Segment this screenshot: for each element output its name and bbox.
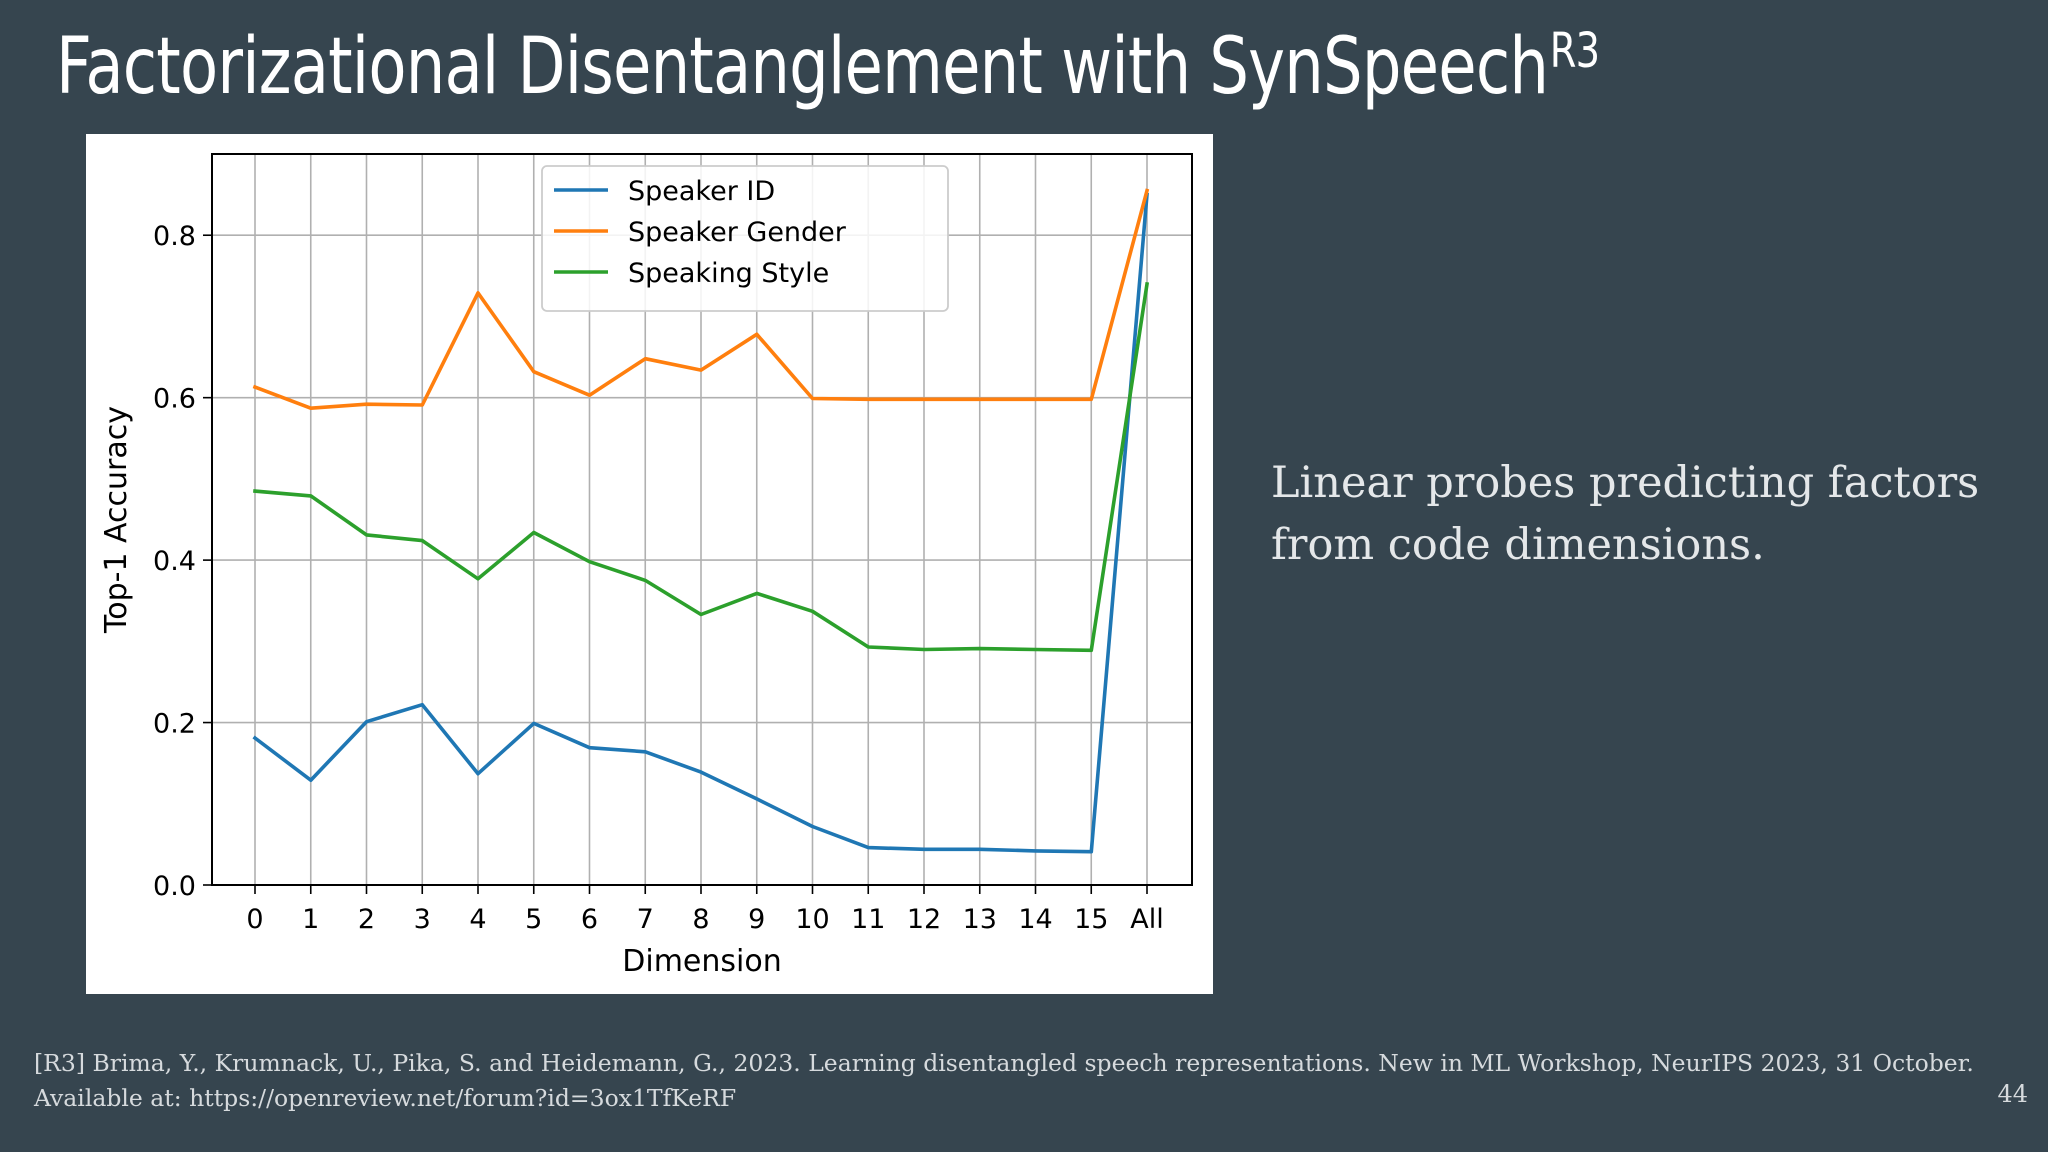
series-lines [252,188,1150,854]
x-tick-label: 1 [302,904,319,935]
y-axis-label: Top-1 Accuracy [99,406,134,634]
page-number: 44 [1997,1080,2028,1108]
x-tick-label: 15 [1074,904,1108,935]
series-line-speaker-gender [252,188,1150,411]
legend-label: Speaker ID [628,176,775,207]
footnote-line-2: Available at: https://openreview.net/for… [34,1084,737,1112]
x-tick-label: 4 [469,904,486,935]
chart-legend: Speaker ID Speaker Gender Speaking Style [541,165,949,312]
x-tick-label: 11 [851,904,885,935]
accuracy-line-chart: 0 1 2 3 4 5 6 7 8 9 10 11 12 13 14 15 All0.00.20.40.60.8… [99,153,1193,979]
citation-superscript: R3 [1549,23,1600,79]
x-tick-label: 2 [358,904,375,935]
y-tick-label: 0.4 [153,546,196,577]
series-line-speaker-id [252,192,1149,854]
x-tick-label: All [1130,904,1163,935]
x-tick-label: 7 [637,904,654,935]
legend-label: Speaker Gender [628,217,847,248]
slide-title: Factorizational Disentanglement with Syn… [56,22,1600,112]
x-tick-label: 14 [1018,904,1052,935]
x-axis-label: Dimension [622,944,781,979]
side-description: Linear probes predicting factors from co… [1271,458,1980,570]
x-tick-label: 12 [907,904,941,935]
chart-panel: 0 1 2 3 4 5 6 7 8 9 10 11 12 13 14 15 All 0.0 0.2 0.4 0.6 0.8… [86,134,1213,994]
y-tick-label: 0.0 [153,871,196,902]
x-tick-label: 9 [748,904,765,935]
y-tick-label: 0.2 [153,709,196,740]
x-tick-label: 13 [963,904,997,935]
y-tick-label: 0.8 [153,221,196,252]
x-tick-label: 8 [692,904,709,935]
x-tick-label: 5 [525,904,542,935]
x-tick-label: 3 [414,904,431,935]
x-tick-label: 6 [581,904,598,935]
footnote-line-1: [R3] Brima, Y., Krumnack, U., Pika, S. a… [34,1049,1974,1077]
slide-title-text: Factorizational Disentanglement with Syn… [56,22,1549,112]
series-line-speaking-style [253,281,1150,653]
x-tick-label: 0 [246,904,263,935]
reference-footnote: [R3] Brima, Y., Krumnack, U., Pika, S. a… [34,1046,1974,1116]
y-tick-label: 0.6 [153,384,196,415]
plot-frame [211,153,1193,886]
legend-box [541,165,949,312]
x-tick-label: 10 [795,904,829,935]
legend-label: Speaking Style [628,258,829,289]
